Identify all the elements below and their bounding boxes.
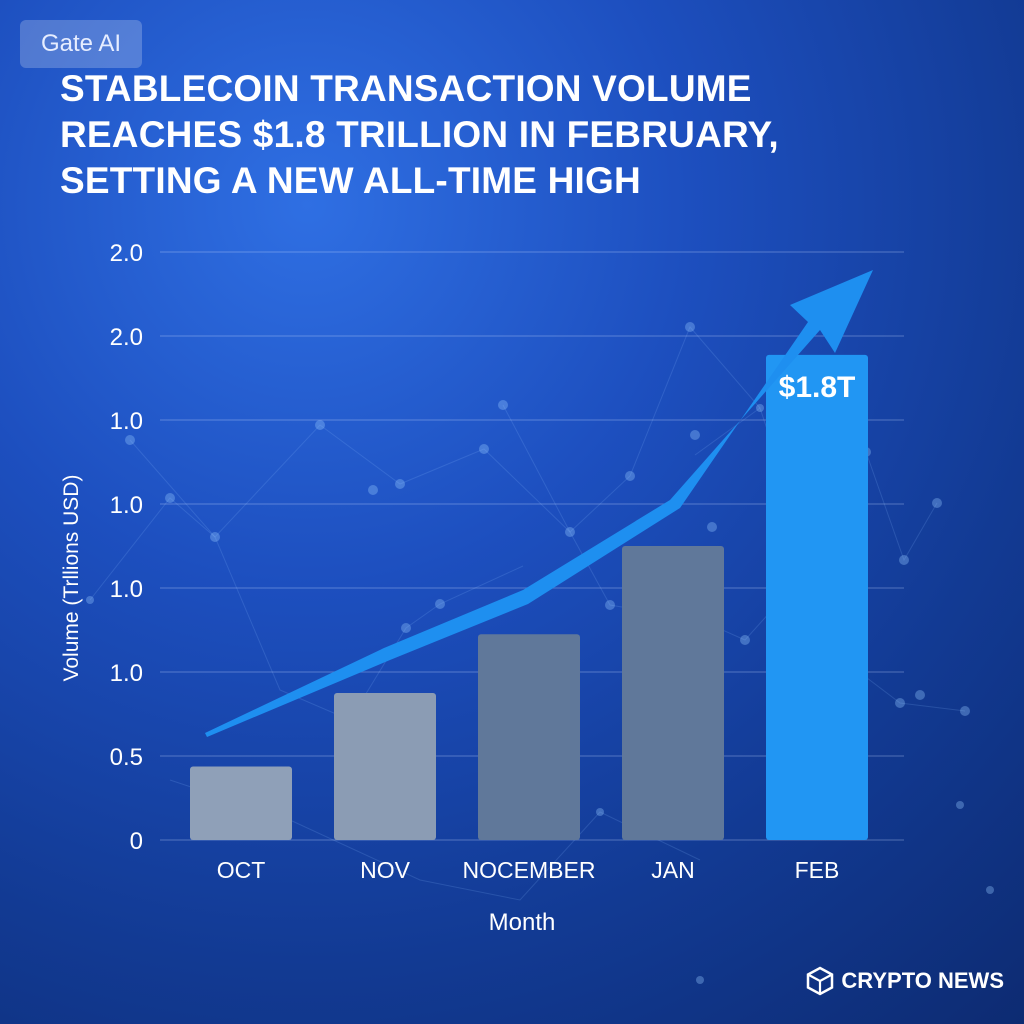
headline-line-3: SETTING A NEW ALL-TIME HIGH: [60, 160, 641, 201]
x-axis-title: Month: [489, 909, 556, 936]
bar-nov: [334, 693, 436, 840]
y-axis-title: Volume (Trllions USD): [60, 475, 83, 682]
trend-arrow: [205, 270, 873, 737]
headline: STABLECOIN TRANSACTION VOLUME REACHES $1…: [60, 66, 779, 204]
y-tick-label: 0: [130, 828, 143, 855]
headline-line-1: STABLECOIN TRANSACTION VOLUME: [60, 68, 752, 109]
y-tick-label: 1.0: [110, 660, 143, 687]
y-tick-label: 0.5: [110, 744, 143, 771]
headline-line-2: REACHES $1.8 TRILLION IN FEBRUARY,: [60, 114, 779, 155]
x-tick-label: OCT: [217, 857, 266, 883]
x-tick-label: NOV: [360, 857, 411, 883]
x-tick-label: NOCEMBER: [463, 857, 596, 883]
footer-label: CRYPTO NEWS: [841, 968, 1004, 993]
y-tick-label: 1.0: [110, 408, 143, 435]
gate-ai-badge: Gate AI: [20, 20, 142, 68]
highlight-value-label: $1.8T: [779, 371, 856, 404]
cube-logo-icon: [807, 966, 834, 996]
bar-jan: [622, 546, 724, 840]
y-tick-label: 1.0: [110, 492, 143, 519]
y-tick-label: 1.0: [110, 576, 143, 603]
badge-label: Gate AI: [40, 30, 122, 57]
bar-feb: [766, 354, 868, 840]
x-tick-label: FEB: [795, 857, 840, 883]
bar-oct: [190, 766, 292, 840]
bar-nocember: [478, 634, 580, 840]
crypto-news-logo: CRYPTO NEWS: [805, 964, 1004, 998]
x-tick-label: JAN: [651, 857, 694, 883]
y-tick-label: 2.0: [110, 240, 143, 267]
y-tick-label: 2.0: [110, 324, 143, 351]
